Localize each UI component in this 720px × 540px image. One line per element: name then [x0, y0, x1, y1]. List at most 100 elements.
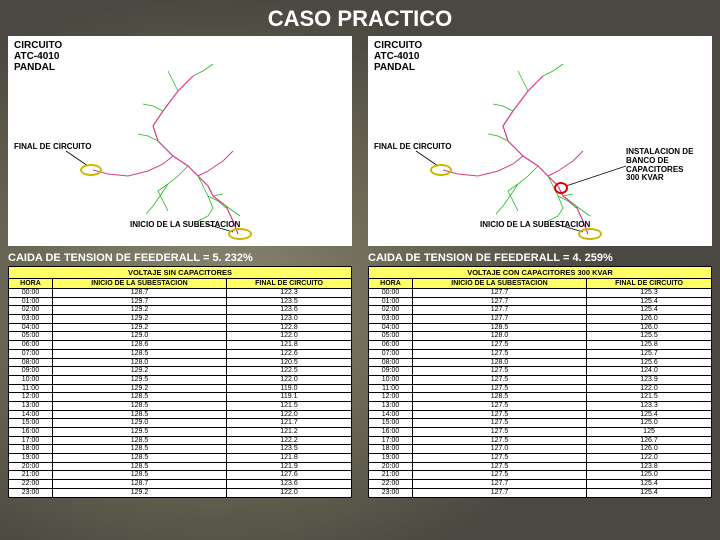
table-row: 23:00129.2122.0 [9, 488, 352, 497]
table-row: 20:00127.5123.8 [369, 462, 712, 471]
table-row: 21:00127.5125.0 [369, 471, 712, 480]
table-cell: 125.7 [587, 349, 712, 358]
table-row: 00:00128.7122.3 [9, 289, 352, 298]
label-final-right: FINAL DE CIRCUITO [374, 142, 451, 151]
table-row: 05:00128.0125.5 [369, 332, 712, 341]
table-row: 18:00127.0126.0 [369, 445, 712, 454]
table-cell: 16:00 [9, 428, 53, 437]
table-cell: 04:00 [9, 323, 53, 332]
table-cell: 122.0 [227, 375, 352, 384]
table-row: 15:00127.5125.0 [369, 419, 712, 428]
table-right-header-row: HORA INICIO DE LA SUBESTACION FINAL DE C… [369, 279, 712, 289]
table-cell: 11:00 [369, 384, 413, 393]
ellipse-final-right [430, 164, 452, 176]
tables-row: VOLTAJE SIN CAPACITORES HORA INICIO DE L… [0, 266, 720, 498]
table-cell: 22:00 [369, 480, 413, 489]
table-cell: 127.5 [412, 401, 586, 410]
table-cell: 123.3 [587, 401, 712, 410]
table-right-header-top: VOLTAJE CON CAPACITORES 300 KVAR [369, 267, 712, 279]
table-cell: 20:00 [9, 462, 53, 471]
table-cell: 10:00 [9, 375, 53, 384]
table-cell: 13:00 [9, 401, 53, 410]
table-cell: 06:00 [9, 341, 53, 350]
table-cell: 127.5 [412, 341, 586, 350]
table-cell: 128.0 [412, 358, 586, 367]
table-cell: 128.0 [52, 358, 226, 367]
table-cell: 122.2 [227, 436, 352, 445]
table-cell: 125.3 [587, 289, 712, 298]
table-cell: 122.6 [227, 349, 352, 358]
table-row: 04:00128.5126.0 [369, 323, 712, 332]
table-cell: 128.5 [52, 454, 226, 463]
table-cell: 18:00 [369, 445, 413, 454]
table-cell: 126.0 [587, 315, 712, 324]
table-row: 22:00127.7125.4 [369, 480, 712, 489]
table-cell: 11:00 [9, 384, 53, 393]
table-cell: 00:00 [9, 289, 53, 298]
table-cell: 126.7 [587, 436, 712, 445]
table-cell: 129.2 [52, 488, 226, 497]
table-cell: 123.6 [227, 306, 352, 315]
label-inicio-left: INICIO DE LA SUBESTACION [130, 220, 240, 229]
table-row: 06:00128.6121.8 [9, 341, 352, 350]
table-row: 01:00129.7123.5 [9, 297, 352, 306]
table-cell: 07:00 [9, 349, 53, 358]
table-cell: 128.0 [412, 332, 586, 341]
table-row: 08:00128.0120.5 [9, 358, 352, 367]
table-right-wrap: VOLTAJE CON CAPACITORES 300 KVAR HORA IN… [368, 266, 712, 498]
table-cell: 129.5 [52, 375, 226, 384]
table-cell: 128.5 [52, 436, 226, 445]
table-cell: 123.5 [227, 445, 352, 454]
table-row: 06:00127.5125.8 [369, 341, 712, 350]
table-cell: 15:00 [9, 419, 53, 428]
table-cell: 121.5 [227, 401, 352, 410]
table-cell: 126.0 [587, 445, 712, 454]
table-cell: 128.7 [52, 480, 226, 489]
table-row: 07:00128.5122.6 [9, 349, 352, 358]
table-cell: 128.5 [52, 401, 226, 410]
table-cell: 23:00 [369, 488, 413, 497]
table-row: 00:00127.7125.3 [369, 289, 712, 298]
table-cell: 128.5 [52, 349, 226, 358]
table-left-header-top: VOLTAJE SIN CAPACITORES [9, 267, 352, 279]
th-hora-r: HORA [369, 279, 413, 289]
table-cell: 126.0 [587, 323, 712, 332]
table-cell: 122.3 [227, 289, 352, 298]
table-row: 03:00129.2123.0 [9, 315, 352, 324]
table-cell: 128.5 [52, 393, 226, 402]
table-left: VOLTAJE SIN CAPACITORES HORA INICIO DE L… [8, 266, 352, 498]
table-cell: 127.5 [412, 436, 586, 445]
table-cell: 128.5 [52, 445, 226, 454]
table-cell: 127.7 [412, 306, 586, 315]
table-row: 18:00128.5123.5 [9, 445, 352, 454]
table-row: 15:00129.0121.7 [9, 419, 352, 428]
table-cell: 122.0 [227, 488, 352, 497]
table-cell: 122.8 [227, 323, 352, 332]
table-row: 02:00127.7125.4 [369, 306, 712, 315]
table-cell: 125.4 [587, 306, 712, 315]
table-cell: 127.5 [412, 375, 586, 384]
table-row: 09:00127.5124.0 [369, 367, 712, 376]
table-cell: 10:00 [369, 375, 413, 384]
caption-right: CAIDA DE TENSION DE FEEDERALL = 4. 259% [368, 246, 712, 266]
table-cell: 12:00 [369, 393, 413, 402]
table-cell: 123.0 [227, 315, 352, 324]
table-cell: 08:00 [9, 358, 53, 367]
install-l4: 300 KVAR [626, 174, 693, 183]
table-row: 03:00127.7126.0 [369, 315, 712, 324]
table-cell: 127.7 [412, 315, 586, 324]
label-inicio-right: INICIO DE LA SUBESTACION [480, 220, 590, 229]
table-cell: 17:00 [369, 436, 413, 445]
table-row: 17:00127.5126.7 [369, 436, 712, 445]
table-cell: 21:00 [369, 471, 413, 480]
table-cell: 119.0 [227, 384, 352, 393]
page-title: CASO PRACTICO [0, 0, 720, 36]
table-cell: 127.7 [412, 488, 586, 497]
table-cell: 128.5 [52, 410, 226, 419]
table-cell: 129.5 [52, 428, 226, 437]
table-cell: 14:00 [9, 410, 53, 419]
table-cell: 128.6 [52, 341, 226, 350]
th-inicio-r: INICIO DE LA SUBESTACION [412, 279, 586, 289]
table-cell: 123.9 [587, 375, 712, 384]
map-left-svg [8, 36, 352, 246]
